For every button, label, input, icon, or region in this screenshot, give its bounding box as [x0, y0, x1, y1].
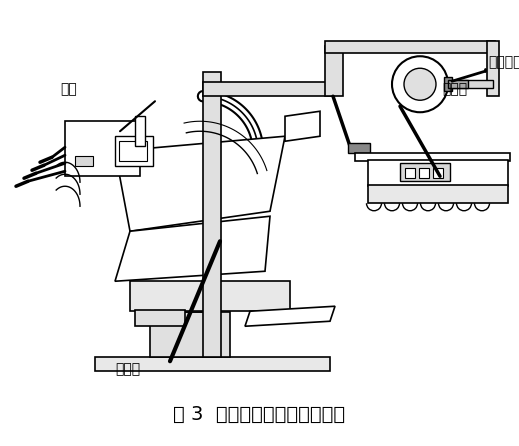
- Text: 器械盘: 器械盘: [442, 82, 467, 96]
- Polygon shape: [285, 111, 320, 141]
- Bar: [115, 136, 153, 166]
- Text: 牙科椅: 牙科椅: [115, 362, 140, 376]
- Bar: [487, 41, 499, 96]
- Bar: [368, 160, 508, 186]
- Bar: [135, 116, 145, 146]
- Bar: [203, 82, 333, 96]
- Bar: [65, 121, 140, 176]
- Bar: [348, 143, 370, 153]
- Bar: [368, 185, 508, 203]
- Bar: [95, 357, 330, 371]
- Bar: [419, 168, 429, 178]
- Bar: [135, 310, 185, 326]
- Bar: [119, 141, 147, 161]
- Bar: [325, 46, 343, 96]
- Bar: [325, 41, 495, 53]
- Bar: [433, 168, 443, 178]
- Bar: [400, 163, 450, 181]
- Bar: [444, 77, 452, 91]
- Circle shape: [392, 56, 448, 112]
- Text: 侧箱: 侧箱: [60, 82, 77, 96]
- Bar: [355, 153, 510, 161]
- Bar: [165, 292, 215, 312]
- Polygon shape: [245, 306, 335, 326]
- Bar: [433, 80, 493, 88]
- Bar: [405, 168, 415, 178]
- Text: 口腔冷光灯: 口腔冷光灯: [488, 55, 519, 69]
- Bar: [203, 72, 221, 357]
- Bar: [448, 80, 468, 88]
- Polygon shape: [115, 216, 270, 281]
- Bar: [75, 156, 93, 166]
- Bar: [150, 312, 230, 357]
- Bar: [130, 281, 290, 311]
- Text: 图 3  牙科综合治疗机整体结构: 图 3 牙科综合治疗机整体结构: [173, 405, 346, 424]
- Polygon shape: [115, 136, 285, 231]
- Circle shape: [404, 68, 436, 100]
